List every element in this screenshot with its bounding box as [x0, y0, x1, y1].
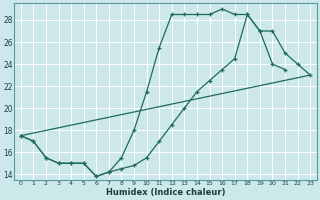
X-axis label: Humidex (Indice chaleur): Humidex (Indice chaleur) [106, 188, 225, 197]
